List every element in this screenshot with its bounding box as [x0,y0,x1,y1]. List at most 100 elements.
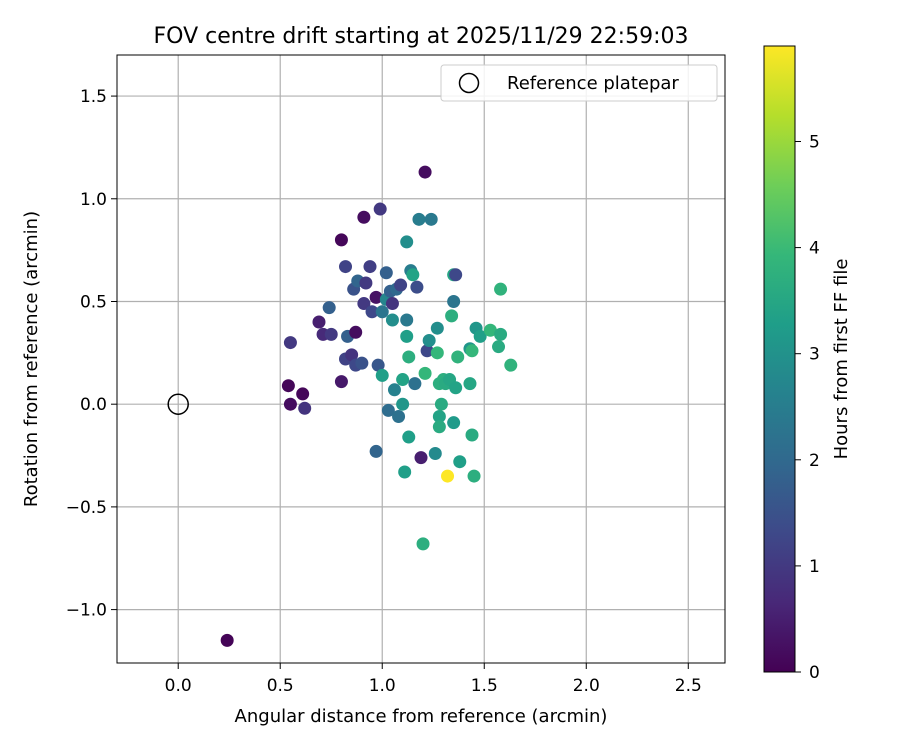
data-point [355,356,369,370]
data-point [428,446,442,460]
colorbar-tick-label: 2 [809,451,820,471]
x-axis-ticks: 0.0 0.5 1.0 1.5 2.0 2.5 [165,663,702,696]
x-tick-label: 1.5 [471,676,498,696]
data-point [445,309,459,323]
data-point [410,280,424,294]
data-point [283,397,297,411]
data-point [394,278,408,292]
data-point [349,325,363,339]
data-point [449,381,463,395]
data-point [398,465,412,479]
legend: Reference platepar [440,64,718,102]
data-point [400,235,414,249]
colorbar-tick-label: 4 [809,239,820,259]
colorbar-tick-label: 5 [809,132,820,152]
data-point [375,368,389,382]
data-point [334,375,348,389]
data-point [371,358,385,372]
x-tick-label: 0.0 [165,676,192,696]
data-point [494,327,508,341]
data-point [385,297,399,311]
data-point [283,336,297,350]
data-point [406,268,420,282]
data-point [447,416,461,430]
data-point [400,329,414,343]
colorbar-gradient [763,45,796,673]
data-point [430,321,444,335]
data-point [312,315,326,329]
chart-title: FOV centre drift starting at 2025/11/29 … [154,24,689,49]
plot-area-frame [116,54,726,664]
data-point [281,379,295,393]
data-point [324,327,338,341]
data-point [441,469,455,483]
colorbar: 0 1 2 3 4 5 Hours from first FF file [763,45,852,683]
data-point [220,633,234,647]
data-point [387,383,401,397]
legend-box [440,64,718,102]
data-point [381,403,395,417]
colorbar-tick-label: 1 [809,557,820,577]
data-point [408,377,422,391]
y-tick-label: 0.0 [80,395,107,415]
data-point [504,358,518,372]
data-point [420,344,434,358]
data-point [298,401,312,415]
data-point [453,455,467,469]
data-point [357,297,371,311]
y-tick-label: 1.0 [80,190,107,210]
data-point [422,334,436,348]
colorbar-ticks: 0 1 2 3 4 5 [795,132,820,683]
data-point [369,444,383,458]
x-tick-label: 1.0 [369,676,396,696]
data-point [416,537,430,551]
data-point [402,350,416,364]
data-point [494,282,508,296]
data-point [375,305,389,319]
data-points [167,165,518,647]
y-tick-label: −1.0 [66,601,107,621]
data-point [359,276,373,290]
data-point [424,212,438,226]
data-point [385,313,399,327]
data-point [357,210,371,224]
data-point [447,294,461,308]
colorbar-label: Hours from first FF file [831,259,852,460]
data-point [463,377,477,391]
data-point [465,428,479,442]
y-axis-label: Rotation from reference (arcmin) [21,211,42,507]
data-point [430,346,444,360]
data-point [402,430,416,444]
data-point [339,260,353,274]
data-point [467,469,481,483]
data-point [345,348,359,362]
reference-platepar-marker [167,393,189,415]
data-point [365,305,379,319]
y-tick-label: −0.5 [66,498,107,518]
data-point [418,165,432,179]
data-point [492,340,506,354]
data-point [396,373,410,387]
y-tick-label: 1.5 [80,87,107,107]
data-point [414,451,428,465]
x-tick-label: 2.0 [573,676,600,696]
data-point [432,420,446,434]
y-tick-label: 0.5 [80,292,107,312]
data-point [363,260,377,274]
data-point [296,387,310,401]
data-point [369,290,383,304]
data-point [392,410,406,424]
legend-entry-label: Reference platepar [507,73,679,94]
data-point [400,313,414,327]
x-tick-label: 0.5 [267,676,294,696]
colorbar-tick-label: 3 [809,345,820,365]
data-point [379,266,393,280]
data-point [449,268,463,282]
data-point [412,212,426,226]
data-point [465,344,479,358]
data-point [483,323,497,337]
data-point [418,366,432,380]
data-point [473,329,487,343]
data-point [373,202,387,216]
